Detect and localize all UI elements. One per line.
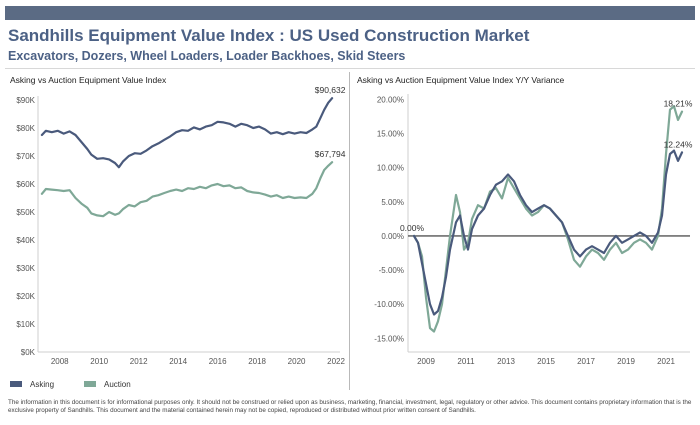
page-title: Sandhills Equipment Value Index : US Use… [8,26,530,45]
x-tick-label: 2020 [288,357,306,366]
y-tick-label: -15.00% [374,334,404,343]
y-tick-label: 0.00% [381,232,404,241]
end-value-label-auction: 18.21% [664,99,693,109]
legend-item-auction: Auction [84,380,131,389]
end-value-label-asking: $90,632 [315,85,346,95]
x-tick-label: 2016 [209,357,227,366]
header-bar [5,6,695,20]
series-line-auction [40,161,334,218]
x-tick-label: 2014 [169,357,187,366]
y-tick-label: $90K [16,96,35,105]
series-line-asking [40,97,334,169]
x-tick-label: 2008 [51,357,69,366]
y-tick-label: $50K [16,208,35,217]
start-value-label: 0.00% [400,223,425,233]
right-line-chart: -15.00% -10.00% -5.00% 0.00% 5.00% 10.00% 15.0… [374,94,693,366]
legend-swatch-auction [84,381,97,387]
x-tick-label: 2009 [417,357,435,366]
y-tick-label: 15.00% [377,130,404,139]
y-tick-label: 20.00% [377,95,404,104]
legend: Asking Auction [10,378,161,390]
y-tick-label: 10.00% [377,164,404,173]
y-tick-label: $70K [16,152,35,161]
y-tick-label: $80K [16,124,35,133]
left-chart-title: Asking vs Auction Equipment Value Index [10,75,167,85]
y-tick-label: $40K [16,236,35,245]
x-tick-label: 2021 [657,357,675,366]
y-tick-label: 5.00% [381,198,404,207]
y-tick-label: -5.00% [379,266,404,275]
series-line-auction [412,105,684,333]
x-tick-label: 2011 [457,357,475,366]
page-subtitle: Excavators, Dozers, Wheel Loaders, Loade… [8,49,406,63]
section-rule [5,68,695,69]
x-tick-label: 2018 [248,357,266,366]
y-tick-label: -10.00% [374,300,404,309]
legend-swatch-asking [10,381,22,387]
y-tick-label: $0K [21,348,36,357]
legend-label-auction: Auction [104,379,131,389]
x-tick-label: 2010 [90,357,108,366]
x-tick-label: 2013 [497,357,515,366]
x-tick-label: 2015 [537,357,555,366]
y-tick-label: $60K [16,180,35,189]
x-tick-label: 2022 [327,357,345,366]
series-line-asking [412,149,684,316]
legend-item-asking: Asking [10,380,54,389]
panel-divider [349,72,350,390]
x-tick-label: 2019 [617,357,635,366]
y-tick-label: $20K [16,292,35,301]
x-tick-label: 2017 [577,357,595,366]
disclaimer-text: The information in this document is for … [8,399,692,414]
x-tick-label: 2012 [130,357,148,366]
y-tick-label: $30K [16,264,35,273]
legend-label-asking: Asking [30,379,55,389]
right-chart-title: Asking vs Auction Equipment Value Index … [357,75,565,85]
end-value-label-asking: 12.24% [664,139,693,149]
left-line-chart: $0K $10K $20K $30K $40K $50K $60K $70K $80K $90K 2… [16,85,346,366]
y-tick-label: $10K [16,320,35,329]
end-value-label-auction: $67,794 [315,149,346,159]
